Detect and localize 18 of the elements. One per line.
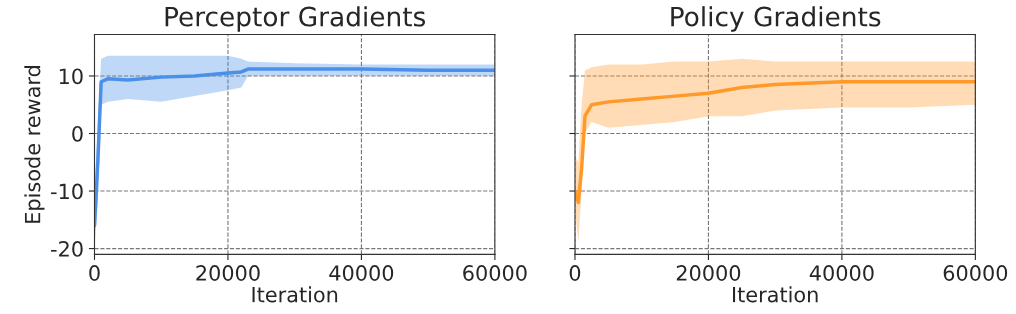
x-axis-title: Iteration [252,286,338,303]
line-series [94,67,495,228]
x-tick-label: 20000 [196,265,260,281]
x-tick-label: 60000 [943,265,1008,281]
chart-title: Perceptor Gradients [165,6,426,32]
x-tick-label: 0 [569,265,581,281]
y-axis-title: Episode reward [24,66,45,223]
x-tick-label: 40000 [329,265,394,281]
y-tick-label: 10 [59,68,83,85]
chart-title: Policy Gradients [671,6,881,32]
x-tick-label: 40000 [809,265,874,281]
x-tick-label: 20000 [676,265,741,281]
x-axis-title: Iteration [733,286,818,303]
y-tick-label: -10 [51,183,83,200]
x-tick-label: 0 [89,265,100,281]
y-tick-label: 0 [72,125,83,142]
y-tick-label: -20 [51,241,83,257]
x-tick-label: 60000 [463,265,527,281]
